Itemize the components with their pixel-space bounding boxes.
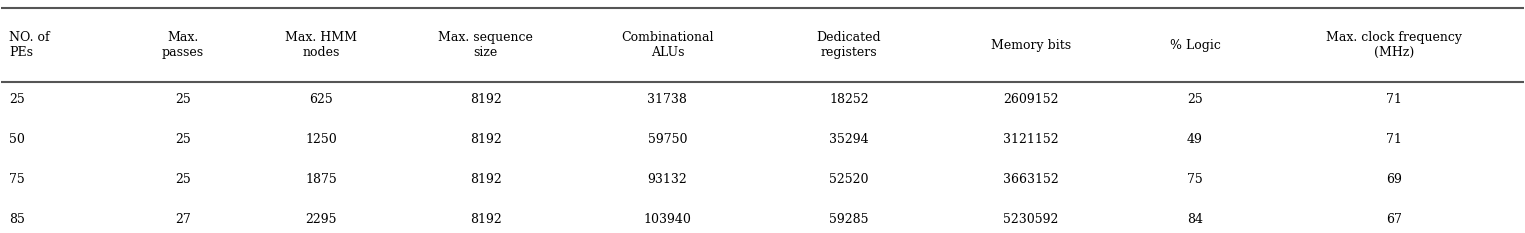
Text: 49: 49 <box>1186 133 1203 146</box>
Text: 85: 85 <box>9 213 24 226</box>
Text: 93132: 93132 <box>648 173 688 186</box>
Text: 27: 27 <box>175 213 191 226</box>
Text: 75: 75 <box>9 173 24 186</box>
Text: 25: 25 <box>175 133 191 146</box>
Text: 5230592: 5230592 <box>1003 213 1058 226</box>
Text: 75: 75 <box>1186 173 1203 186</box>
Text: 59285: 59285 <box>830 213 869 226</box>
Text: 31738: 31738 <box>648 93 688 106</box>
Text: Dedicated
registers: Dedicated registers <box>817 31 881 59</box>
Text: 59750: 59750 <box>648 133 688 146</box>
Text: 25: 25 <box>9 93 24 106</box>
Text: 8192: 8192 <box>470 93 502 106</box>
Text: 8192: 8192 <box>470 173 502 186</box>
Text: 25: 25 <box>175 93 191 106</box>
Text: 18252: 18252 <box>830 93 869 106</box>
Text: 69: 69 <box>1386 173 1401 186</box>
Text: 8192: 8192 <box>470 213 502 226</box>
Text: 3663152: 3663152 <box>1003 173 1058 186</box>
Text: 71: 71 <box>1386 93 1401 106</box>
Text: 8192: 8192 <box>470 133 502 146</box>
Text: 25: 25 <box>1186 93 1203 106</box>
Text: 1250: 1250 <box>305 133 337 146</box>
Text: NO. of
PEs: NO. of PEs <box>9 31 50 59</box>
Text: 50: 50 <box>9 133 24 146</box>
Text: Max. HMM
nodes: Max. HMM nodes <box>285 31 357 59</box>
Text: Memory bits: Memory bits <box>991 39 1071 52</box>
Text: 2295: 2295 <box>305 213 337 226</box>
Text: 35294: 35294 <box>830 133 869 146</box>
Text: % Logic: % Logic <box>1170 39 1220 52</box>
Text: Max. clock frequency
(MHz): Max. clock frequency (MHz) <box>1325 31 1462 59</box>
Text: Max.
passes: Max. passes <box>162 31 204 59</box>
Text: Combinational
ALUs: Combinational ALUs <box>621 31 714 59</box>
Text: 67: 67 <box>1386 213 1401 226</box>
Text: 25: 25 <box>175 173 191 186</box>
Text: 2609152: 2609152 <box>1003 93 1058 106</box>
Text: 52520: 52520 <box>830 173 869 186</box>
Text: 1875: 1875 <box>305 173 337 186</box>
Text: 103940: 103940 <box>644 213 691 226</box>
Text: 625: 625 <box>310 93 334 106</box>
Text: 3121152: 3121152 <box>1003 133 1058 146</box>
Text: 71: 71 <box>1386 133 1401 146</box>
Text: 84: 84 <box>1186 213 1203 226</box>
Text: Max. sequence
size: Max. sequence size <box>438 31 534 59</box>
